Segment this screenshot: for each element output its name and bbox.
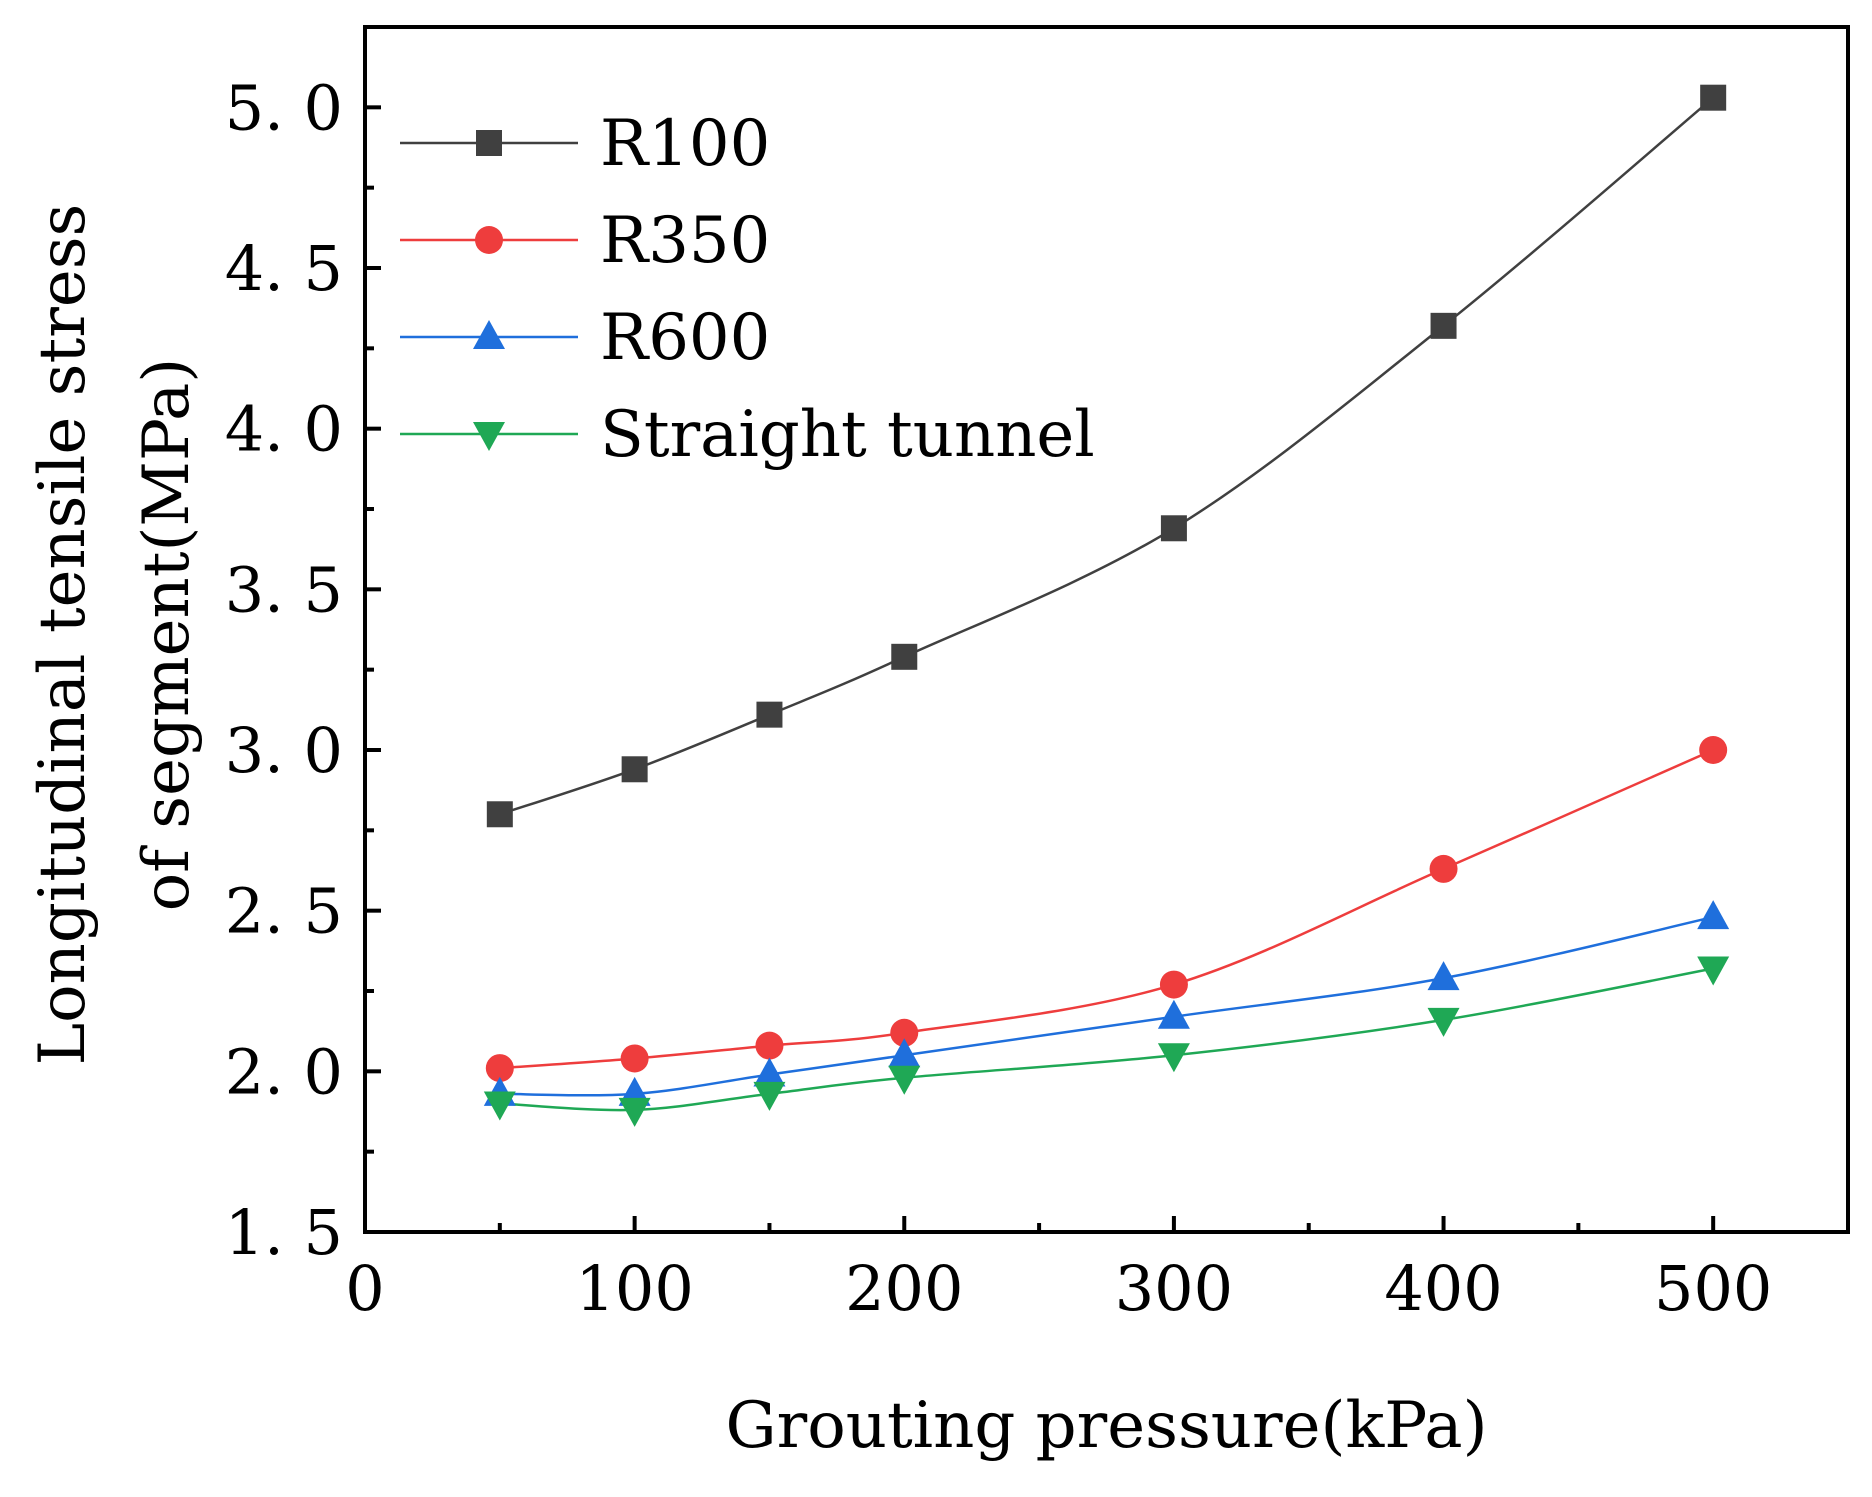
data-point [1429,854,1458,883]
data-point [888,1038,921,1068]
data-point [486,801,513,828]
data-point [888,1065,921,1095]
y-tick-label: 4. 0 [225,393,343,466]
data-point [1699,736,1728,764]
legend-marker [473,422,505,451]
plot-frame [363,25,1850,1234]
y-tick-label: 3. 5 [225,553,343,626]
data-point [1159,970,1188,999]
legend: R100 R350 R600 Straight tunnel [400,107,1095,472]
tick-labels: 0 100 200 300 400 500 1. 5 2. 0 2. 5 3. 0 3. 5 4. 0… [225,71,1773,1325]
data-point [1427,1007,1460,1037]
data-point [618,1097,651,1127]
y-tick-label: 3. 0 [225,714,343,787]
series-line [499,748,1714,1070]
legend-label: R100 [600,107,770,181]
series-markers [483,84,1730,1127]
data-point [620,1044,649,1073]
axis-titles: Grouting pressure(kPa) Longitudinal tens… [26,204,1488,1463]
data-point [483,1091,516,1121]
data-point [891,643,918,670]
data-point [1430,312,1457,339]
data-point [756,701,783,728]
data-point [890,1018,919,1047]
data-point [1697,956,1730,986]
data-point [1160,515,1187,542]
data-point [621,756,648,783]
y-tick-label: 5. 0 [225,71,343,144]
legend-label: Straight tunnel [600,398,1095,472]
legend-marker [473,320,505,349]
data-point [485,1054,514,1083]
series-line [499,967,1714,1112]
data-point [755,1031,784,1060]
series-lines [499,96,1714,1112]
data-point [753,1057,786,1087]
series-line [499,915,1714,1097]
legend-marker [476,130,502,156]
x-axis-title: Grouting pressure(kPa) [725,1389,1487,1463]
legend-label: R350 [600,204,770,278]
y-tick-label: 2. 0 [225,1035,343,1108]
x-tick-label: 300 [1115,1252,1233,1325]
x-tick-label: 500 [1654,1252,1772,1325]
y-axis-title-line-2: of segment(MPa) [130,358,204,912]
data-point [1700,84,1727,111]
x-tick-label: 200 [845,1252,963,1325]
x-tick-label: 0 [345,1252,384,1325]
y-axis-title-line-1: Longitudinal tensile stress [26,204,100,1066]
data-point [1427,961,1460,991]
y-tick-label: 4. 5 [225,232,343,305]
data-point [1157,1043,1190,1073]
x-tick-label: 400 [1384,1252,1502,1325]
y-tick-label: 2. 5 [225,875,343,948]
data-point [1697,900,1730,930]
legend-marker [475,226,503,254]
series-line [499,96,1714,816]
data-point [1157,999,1190,1029]
x-tick-label: 100 [575,1252,693,1325]
legend-label: R600 [600,301,770,375]
data-point [753,1081,786,1111]
y-tick-label: 1. 5 [225,1196,343,1269]
